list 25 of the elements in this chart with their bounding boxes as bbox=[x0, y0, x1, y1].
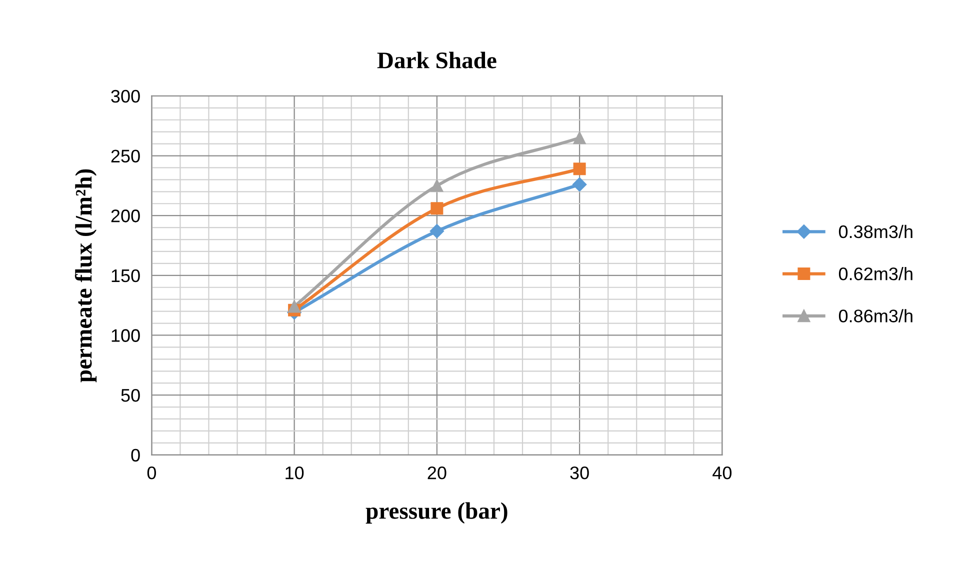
legend-label: 0.86m3/h bbox=[838, 309, 912, 322]
x-tick-label: 10 bbox=[286, 466, 304, 480]
y-tick-label: 100 bbox=[112, 329, 140, 342]
legend-label: 0.38m3/h bbox=[838, 224, 912, 238]
x-tick-label: 30 bbox=[570, 466, 589, 480]
y-axis-title: permeate flux (l/m²h) bbox=[74, 169, 97, 382]
point bbox=[430, 224, 444, 238]
y-tick-label: 200 bbox=[111, 210, 140, 222]
point bbox=[288, 300, 301, 313]
chart-title: Dark Shade bbox=[377, 52, 496, 68]
y-tick-label: 50 bbox=[121, 388, 140, 402]
point bbox=[430, 202, 444, 215]
y-tick-label: 250 bbox=[111, 150, 140, 162]
x-tick-label: 0 bbox=[147, 466, 156, 480]
point bbox=[573, 132, 586, 144]
y-tick-label: 0 bbox=[131, 448, 140, 462]
y-tick-label: 150 bbox=[112, 269, 140, 282]
x-tick-label: 20 bbox=[428, 466, 446, 480]
x-tick-label: 40 bbox=[712, 466, 732, 480]
y-tick-label: 300 bbox=[111, 90, 140, 103]
legend-label: 0.62m3/h bbox=[838, 267, 912, 280]
point bbox=[430, 179, 444, 192]
point bbox=[573, 162, 586, 176]
x-axis-title: pressure (bar) bbox=[366, 502, 508, 524]
point bbox=[572, 177, 587, 192]
